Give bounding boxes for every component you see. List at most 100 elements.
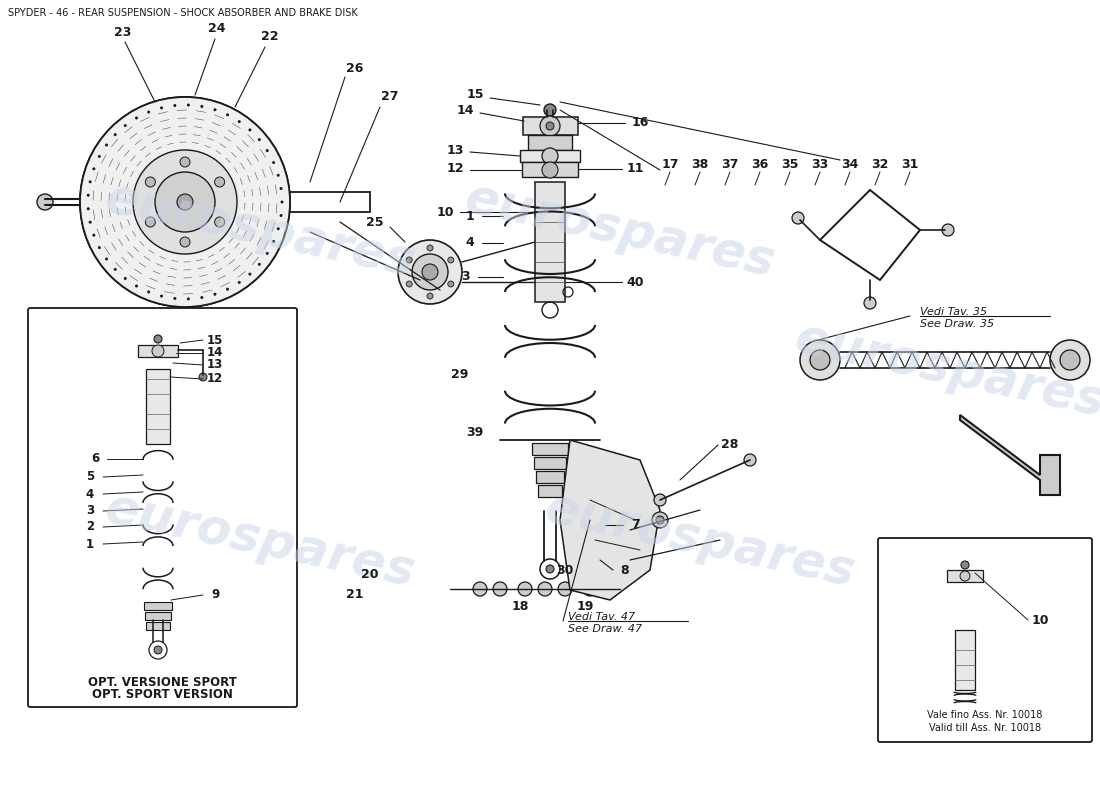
Bar (532, 443, 568, 455)
Text: 14: 14 (456, 103, 474, 117)
Text: 18: 18 (512, 601, 529, 614)
Text: 12: 12 (207, 373, 223, 386)
Circle shape (213, 108, 217, 111)
Text: 21: 21 (346, 587, 364, 601)
Circle shape (280, 201, 284, 203)
Circle shape (213, 293, 217, 296)
Circle shape (656, 516, 664, 524)
Circle shape (583, 582, 597, 596)
Text: 10: 10 (437, 206, 453, 218)
Bar (536, 471, 564, 483)
Circle shape (226, 288, 229, 290)
Circle shape (542, 162, 558, 178)
Text: eurospares: eurospares (100, 484, 419, 596)
Text: 34: 34 (842, 158, 859, 171)
Text: 39: 39 (466, 426, 484, 438)
Circle shape (412, 254, 448, 290)
Circle shape (266, 252, 268, 255)
Bar (520, 150, 580, 162)
Circle shape (155, 172, 214, 232)
Bar (522, 117, 578, 135)
Circle shape (546, 565, 554, 573)
Bar (538, 485, 562, 497)
Polygon shape (560, 440, 660, 600)
Text: 25: 25 (366, 215, 384, 229)
Text: 4: 4 (465, 236, 474, 250)
Text: 13: 13 (207, 358, 223, 371)
Circle shape (277, 227, 279, 230)
Circle shape (277, 174, 279, 177)
Circle shape (147, 290, 151, 294)
Text: 1: 1 (465, 210, 474, 223)
Circle shape (800, 340, 840, 380)
Circle shape (174, 297, 176, 300)
Text: 1: 1 (86, 538, 95, 550)
Bar (145, 612, 170, 620)
Circle shape (98, 155, 101, 158)
Bar (138, 345, 178, 357)
Circle shape (87, 194, 90, 197)
Text: eurospares: eurospares (461, 174, 780, 286)
Circle shape (160, 106, 163, 110)
Circle shape (257, 138, 261, 141)
Circle shape (272, 240, 275, 243)
Bar (522, 162, 578, 177)
Circle shape (133, 150, 236, 254)
Text: SPYDER - 46 - REAR SUSPENSION - SHOCK ABSORBER AND BRAKE DISK: SPYDER - 46 - REAR SUSPENSION - SHOCK AB… (8, 8, 358, 18)
Circle shape (942, 224, 954, 236)
Circle shape (145, 177, 155, 187)
Text: 23: 23 (114, 26, 132, 38)
Circle shape (398, 240, 462, 304)
Circle shape (87, 207, 90, 210)
Circle shape (744, 454, 756, 466)
Circle shape (152, 345, 164, 357)
Text: 36: 36 (751, 158, 769, 171)
Circle shape (257, 263, 261, 266)
Circle shape (792, 212, 804, 224)
Bar (144, 602, 172, 610)
Circle shape (98, 246, 101, 249)
Text: 19: 19 (576, 601, 594, 614)
Circle shape (147, 110, 151, 114)
Circle shape (961, 561, 969, 569)
Text: 20: 20 (361, 567, 378, 581)
Circle shape (180, 157, 190, 167)
Circle shape (113, 133, 117, 136)
Circle shape (473, 582, 487, 596)
FancyBboxPatch shape (28, 308, 297, 707)
Text: 3: 3 (86, 505, 95, 518)
Text: 8: 8 (620, 563, 629, 577)
Text: 24: 24 (208, 22, 226, 35)
Circle shape (558, 582, 572, 596)
Text: 31: 31 (901, 158, 918, 171)
Text: 13: 13 (447, 143, 464, 157)
Text: eurospares: eurospares (100, 174, 419, 286)
Circle shape (180, 237, 190, 247)
Text: 37: 37 (722, 158, 739, 171)
Text: 26: 26 (346, 62, 364, 75)
Text: 9: 9 (211, 589, 219, 602)
Circle shape (249, 273, 252, 275)
Text: 40: 40 (626, 275, 644, 289)
Polygon shape (960, 415, 1060, 495)
Circle shape (92, 167, 96, 170)
Circle shape (200, 105, 204, 108)
Text: 5: 5 (86, 470, 95, 483)
Circle shape (544, 104, 556, 116)
Circle shape (427, 293, 433, 299)
Circle shape (200, 296, 204, 299)
Text: Vedi Tav. 47: Vedi Tav. 47 (568, 612, 635, 622)
Text: 7: 7 (630, 518, 639, 531)
Circle shape (226, 114, 229, 116)
Text: 11: 11 (626, 162, 644, 175)
Circle shape (124, 124, 126, 127)
Circle shape (652, 512, 668, 528)
Circle shape (266, 149, 268, 152)
Circle shape (145, 217, 155, 227)
Circle shape (279, 187, 283, 190)
Text: See Draw. 35: See Draw. 35 (920, 319, 994, 329)
Circle shape (135, 117, 138, 119)
Circle shape (654, 494, 666, 506)
Circle shape (406, 257, 412, 263)
Text: 38: 38 (692, 158, 708, 171)
